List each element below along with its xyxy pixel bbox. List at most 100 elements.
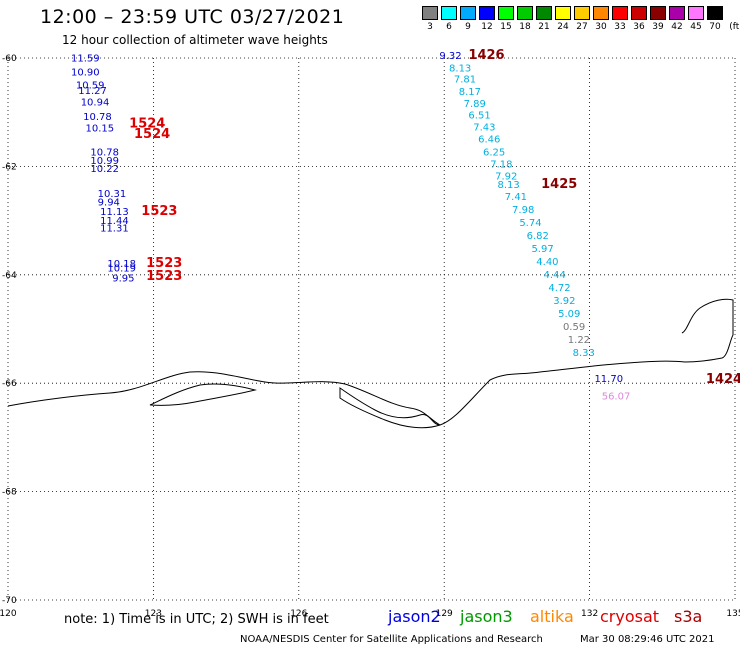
satellite-label: altika <box>530 607 574 626</box>
lon-tick-label: 120 <box>0 609 17 619</box>
glacier-tongue-outline <box>339 387 441 429</box>
generated-timestamp: Mar 30 08:29:46 UTC 2021 <box>580 634 715 645</box>
ice-shelf-outline <box>149 383 257 406</box>
legend-unit: (ft) <box>729 22 740 32</box>
wave-height-label: 10.94 <box>81 98 110 109</box>
legend-label: 18 <box>519 22 531 32</box>
wave-height-label: 6.82 <box>527 231 549 242</box>
legend-swatch <box>460 6 476 20</box>
wave-height-label: 6.51 <box>468 111 490 122</box>
wave-height-label: 4.40 <box>536 257 558 268</box>
wave-height-label: 10.19 <box>107 264 136 275</box>
legend-label: 27 <box>576 22 588 32</box>
wave-height-label: 7.41 <box>505 192 527 203</box>
wave-height-label: 7.18 <box>490 159 512 170</box>
wave-height-label: 7.43 <box>473 123 495 134</box>
wave-height-label: 5.97 <box>531 244 553 255</box>
satellite-label: s3a <box>674 607 703 626</box>
wave-height-label: 8.13 <box>449 64 471 75</box>
wave-height-label: 8.17 <box>459 87 481 98</box>
footnote: note: 1) Time is in UTC; 2) SWH is in fe… <box>64 612 329 627</box>
lat-tick-label: -62 <box>2 162 17 172</box>
wave-height-label: 56.07 <box>602 391 631 402</box>
page-subtitle: 12 hour collection of altimeter wave hei… <box>62 33 328 47</box>
wave-height-label: 5.09 <box>558 309 580 320</box>
lon-tick-label: 135 <box>726 609 740 619</box>
pass-time-label: 1426 <box>468 48 504 63</box>
legend-swatch <box>536 6 552 20</box>
credit-line: NOAA/NESDIS Center for Satellite Applica… <box>240 634 543 645</box>
page-title: 12:00 – 23:59 UTC 03/27/2021 <box>40 6 345 28</box>
coastline <box>7 298 734 426</box>
lon-tick-label: 123 <box>145 609 162 619</box>
wave-height-label: 8.13 <box>498 180 520 191</box>
legend-swatch <box>422 6 438 20</box>
wave-height-label: 11.31 <box>100 223 129 234</box>
wave-height-label: 11.13 <box>100 207 129 218</box>
wave-height-label: 5.74 <box>519 218 541 229</box>
pass-time-label: 1523 <box>146 256 182 271</box>
lon-tick-label: 132 <box>581 609 598 619</box>
wave-height-label: 10.18 <box>107 259 136 270</box>
wave-height-label: 11.70 <box>594 374 623 385</box>
satellite-label: jason3 <box>460 607 513 626</box>
lat-tick-label: -64 <box>2 271 17 281</box>
legend-label: 3 <box>427 22 433 32</box>
satellite-label: jason2 <box>388 607 441 626</box>
legend-swatch <box>574 6 590 20</box>
legend-swatch <box>593 6 609 20</box>
legend-label: 33 <box>614 22 626 32</box>
wave-height-label: 6.25 <box>483 148 505 159</box>
legend-swatch <box>517 6 533 20</box>
lon-tick-label: 126 <box>290 609 307 619</box>
wave-height-label: 7.92 <box>495 171 517 182</box>
legend-swatch <box>669 6 685 20</box>
legend-swatch <box>688 6 704 20</box>
pass-time-label: 1524 <box>134 127 170 142</box>
wave-height-label: 10.78 <box>83 112 112 123</box>
wave-height-label: 6.46 <box>478 135 500 146</box>
legend-swatch <box>498 6 514 20</box>
legend-swatch <box>441 6 457 20</box>
wave-height-label: 10.22 <box>90 164 119 175</box>
pass-time-label: 1424 <box>706 372 740 387</box>
legend-label: 12 <box>481 22 493 32</box>
legend-swatch <box>479 6 495 20</box>
wave-height-label: 10.78 <box>90 148 119 159</box>
wave-height-label: 10.90 <box>71 67 100 78</box>
legend-label: 6 <box>446 22 452 32</box>
wave-height-label: 9.94 <box>98 197 120 208</box>
legend-label: 45 <box>690 22 702 32</box>
pass-time-label: 1524 <box>129 116 165 131</box>
lat-tick-label: -60 <box>2 54 17 64</box>
wave-height-label: 9.32 <box>439 51 461 62</box>
legend-label: 24 <box>557 22 569 32</box>
legend-label: 15 <box>500 22 512 32</box>
wave-height-label: 7.89 <box>464 99 486 110</box>
wave-height-label: 11.27 <box>78 86 107 97</box>
wave-height-label: 11.44 <box>100 216 129 227</box>
pass-time-label: 1523 <box>141 204 177 219</box>
legend-swatch <box>555 6 571 20</box>
wave-height-label: 10.31 <box>98 189 127 200</box>
satellite-label: cryosat <box>600 607 660 626</box>
lon-tick-label: 129 <box>436 609 453 619</box>
wave-height-label: 7.81 <box>454 74 476 85</box>
legend-swatch <box>707 6 723 20</box>
lat-tick-label: -70 <box>2 596 17 606</box>
legend-swatch <box>631 6 647 20</box>
legend-swatch <box>612 6 628 20</box>
legend-label: 42 <box>671 22 683 32</box>
wave-height-label: 3.92 <box>553 296 575 307</box>
wave-height-label: 4.72 <box>548 283 570 294</box>
wave-height-label: 4.44 <box>544 270 566 281</box>
legend-label: 70 <box>709 22 721 32</box>
wave-height-label: 10.99 <box>90 156 119 167</box>
legend-label: 30 <box>595 22 607 32</box>
wave-height-label: 10.59 <box>76 80 105 91</box>
lat-tick-label: -68 <box>2 488 17 498</box>
lat-tick-label: -66 <box>2 379 17 389</box>
wave-height-label: 8.33 <box>573 348 595 359</box>
wave-height-label: 0.59 <box>563 322 585 333</box>
